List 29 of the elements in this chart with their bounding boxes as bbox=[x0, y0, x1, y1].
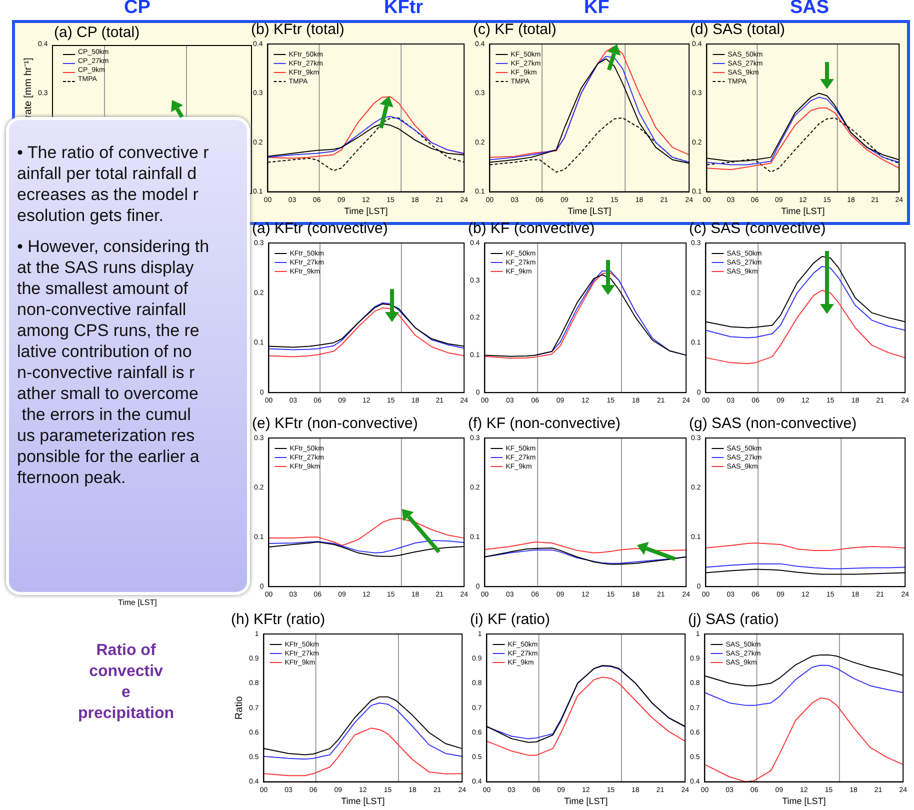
chart-title: (i) KF (ratio) bbox=[470, 611, 550, 628]
chart-title: (e) KFtr (non-convective) bbox=[252, 415, 418, 432]
y-axis-title: Ratio bbox=[234, 696, 245, 720]
chart-title: (c) SAS (convective) bbox=[689, 220, 826, 238]
text: • The ratio of convective r ainfall per total rainfall d ecreases as the model r esolution gets finer. bbox=[17, 142, 210, 226]
chart-title: (b) KFtr (total) bbox=[251, 21, 344, 38]
chart-title: (j) SAS (ratio) bbox=[688, 611, 779, 628]
text: KF bbox=[584, 0, 610, 19]
text: Time [LST] bbox=[118, 598, 157, 607]
text: (a) CP (total) bbox=[54, 24, 140, 41]
chart-title: (b) KF (convective) bbox=[468, 220, 595, 238]
text: • However, considering th at the SAS runs display the smallest amount of non-convective rainfall among CPS runs, the re lative contribution of no n-convective rainfall is r ather small to overcome the errors in the cumul us parameterization res ponsible for the earlier a fternoon peak. bbox=[17, 237, 210, 487]
x-axis-title: Time [LST] bbox=[564, 796, 608, 806]
chart-title: (f) KF (non-convective) bbox=[468, 415, 621, 432]
chart-title: (g) SAS (non-convective) bbox=[689, 415, 857, 432]
chart-title: (c) KF (total) bbox=[473, 21, 556, 38]
chart-title: (h) KFtr (ratio) bbox=[231, 611, 326, 628]
text: SAS bbox=[790, 0, 830, 19]
chart-title: (a) KFtr (convective) bbox=[252, 220, 388, 238]
x-axis-title: Time [LST] bbox=[341, 796, 385, 806]
x-axis-title: Time [LST] bbox=[344, 206, 388, 216]
text: CP bbox=[124, 0, 150, 19]
text: KFtr bbox=[384, 0, 424, 19]
x-axis-title: Time [LST] bbox=[568, 206, 612, 216]
text: rate [mm hr⁻¹] bbox=[22, 58, 34, 118]
x-axis-title: Time [LST] bbox=[782, 796, 826, 806]
x-axis-title: Time [LST] bbox=[781, 206, 825, 216]
text: Ratio of convectiv e precipitation bbox=[78, 641, 174, 724]
chart-title: (d) SAS (total) bbox=[690, 21, 786, 38]
